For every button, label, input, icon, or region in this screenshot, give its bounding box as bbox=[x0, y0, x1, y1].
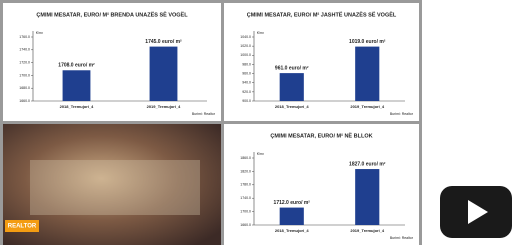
value-label: 1708.0 euro/ m² bbox=[58, 63, 95, 69]
y-tick-label: 940.0 bbox=[242, 81, 251, 85]
y-tick-label: 1660.0 bbox=[19, 99, 30, 103]
value-label: 1019.0 euro/ m² bbox=[349, 39, 386, 45]
value-label: 961.0 euro/ m² bbox=[275, 65, 309, 71]
chart-title: ÇMIMI MESATAR, EURO/ M² BRENDA UNAZËS SË… bbox=[36, 11, 188, 18]
y-tick-label: 1740.0 bbox=[240, 196, 251, 200]
y-tick-label: 1700.0 bbox=[19, 73, 30, 77]
panel bbox=[224, 3, 419, 121]
y-tick-label: 980.0 bbox=[242, 62, 251, 66]
logo: REALTOR bbox=[8, 224, 37, 230]
y-axis-label: €/m² bbox=[257, 152, 265, 156]
x-tick-label: 2019_Tremujori_4 bbox=[147, 104, 182, 109]
y-tick-label: 1780.0 bbox=[240, 183, 251, 187]
bar bbox=[355, 47, 379, 101]
x-tick-label: 2018_Tremujori_4 bbox=[275, 104, 310, 109]
y-tick-label: 1000.0 bbox=[240, 53, 251, 57]
panel bbox=[224, 124, 419, 245]
chart-title: ÇMIMI MESATAR, EURO/ M² NË BLLOK bbox=[270, 132, 372, 139]
y-tick-label: 1680.0 bbox=[19, 86, 30, 90]
bar bbox=[150, 47, 178, 101]
x-tick-label: 2018_Tremujori_4 bbox=[60, 104, 95, 109]
bar bbox=[63, 70, 91, 101]
x-tick-label: 2019_Tremujori_4 bbox=[350, 228, 385, 233]
screenshot: REALTOR ÇMIMI MESATAR, EURO/ M² BRENDA U… bbox=[0, 0, 523, 245]
panel bbox=[3, 3, 221, 121]
y-tick-label: 1860.0 bbox=[240, 156, 251, 160]
value-label: 1827.0 euro/ m² bbox=[349, 161, 386, 167]
bar bbox=[355, 169, 379, 225]
y-tick-label: 1820.0 bbox=[240, 169, 251, 173]
y-axis-label: €/m² bbox=[36, 31, 44, 35]
x-tick-label: 2018_Tremujori_4 bbox=[275, 228, 310, 233]
x-tick-label: 2019_Tremujori_4 bbox=[350, 104, 385, 109]
page: REALTOR ÇMIMI MESATAR, EURO/ M² BRENDA U… bbox=[0, 0, 523, 245]
y-tick-label: 900.0 bbox=[242, 99, 251, 103]
y-tick-label: 1040.0 bbox=[240, 35, 251, 39]
y-tick-label: 1740.0 bbox=[19, 48, 30, 52]
y-tick-label: 960.0 bbox=[242, 71, 251, 75]
source: Burimi: Realtor bbox=[390, 236, 414, 240]
value-label: 1745.0 euro/ m² bbox=[145, 39, 182, 45]
y-tick-label: 1020.0 bbox=[240, 44, 251, 48]
faint-chart bbox=[30, 160, 200, 215]
value-label: 1712.0 euro/ m² bbox=[274, 200, 311, 206]
y-tick-label: 1760.0 bbox=[19, 35, 30, 39]
source: Burimi: Realtor bbox=[192, 112, 216, 116]
source: Burimi: Realtor bbox=[390, 112, 414, 116]
bar bbox=[280, 208, 304, 225]
y-tick-label: 1720.0 bbox=[19, 61, 30, 65]
bar bbox=[280, 73, 304, 101]
y-axis-label: €/m² bbox=[257, 31, 265, 35]
y-tick-label: 1700.0 bbox=[240, 210, 251, 214]
y-tick-label: 1660.0 bbox=[240, 223, 251, 227]
y-tick-label: 920.0 bbox=[242, 90, 251, 94]
chart-title: ÇMIMI MESATAR, EURO/ M² JASHTË UNAZËS SË… bbox=[247, 11, 397, 18]
